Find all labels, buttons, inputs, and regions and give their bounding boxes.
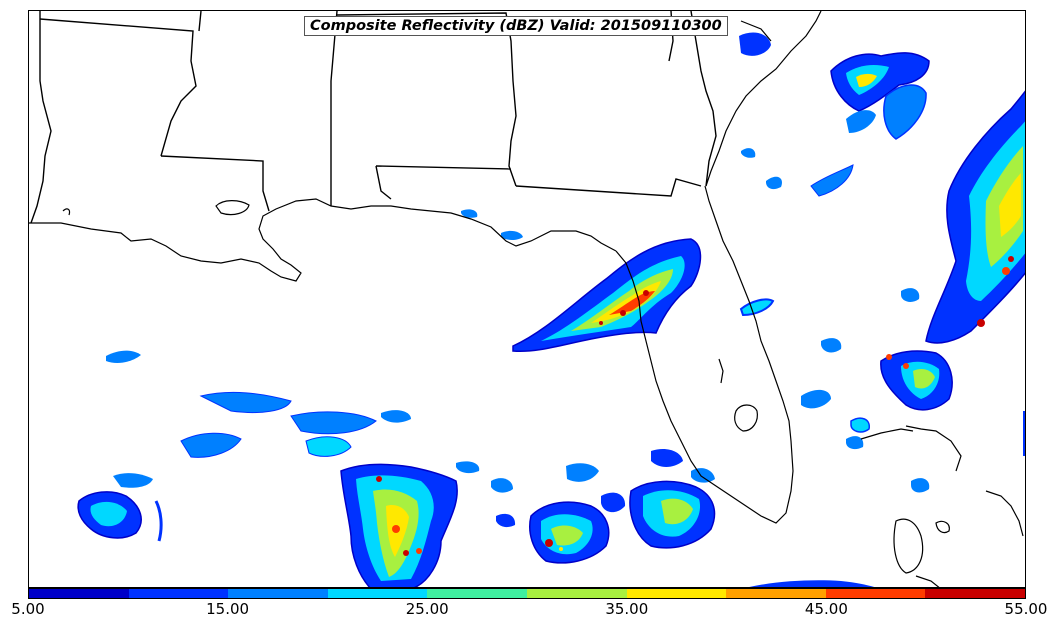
colorbar-tick-label: 15.00 <box>206 600 250 618</box>
map-title: Composite Reflectivity (dBZ) Valid: 2015… <box>304 16 728 36</box>
map-frame <box>28 10 1026 588</box>
reflectivity-layer <box>77 32 1025 587</box>
colorbar-segment <box>427 589 527 598</box>
colorbar-segment <box>726 589 826 598</box>
map-canvas <box>29 11 1025 587</box>
echo-band-bigbend <box>512 238 702 353</box>
colorbar-ticks: 5.00 15.00 25.00 35.00 45.00 55.00 <box>0 599 1060 629</box>
colorbar-tick-label: 25.00 <box>405 600 449 618</box>
colorbar-tick-label: 45.00 <box>804 600 848 618</box>
colorbar <box>28 588 1026 599</box>
colorbar-segment <box>825 589 926 598</box>
colorbar-segment <box>526 589 627 598</box>
colorbar-segment <box>29 589 129 598</box>
colorbar-segment <box>925 589 1025 598</box>
colorbar-segment <box>327 589 428 598</box>
colorbar-tick-label: 35.00 <box>605 600 649 618</box>
colorbar-tick-label: 55.00 <box>1004 600 1048 618</box>
colorbar-segment <box>128 589 229 598</box>
colorbar-tick-label: 5.00 <box>11 600 45 618</box>
coastlines <box>29 11 1024 587</box>
colorbar-segment <box>228 589 328 598</box>
state-boundaries <box>30 11 717 224</box>
colorbar-segment <box>626 589 727 598</box>
